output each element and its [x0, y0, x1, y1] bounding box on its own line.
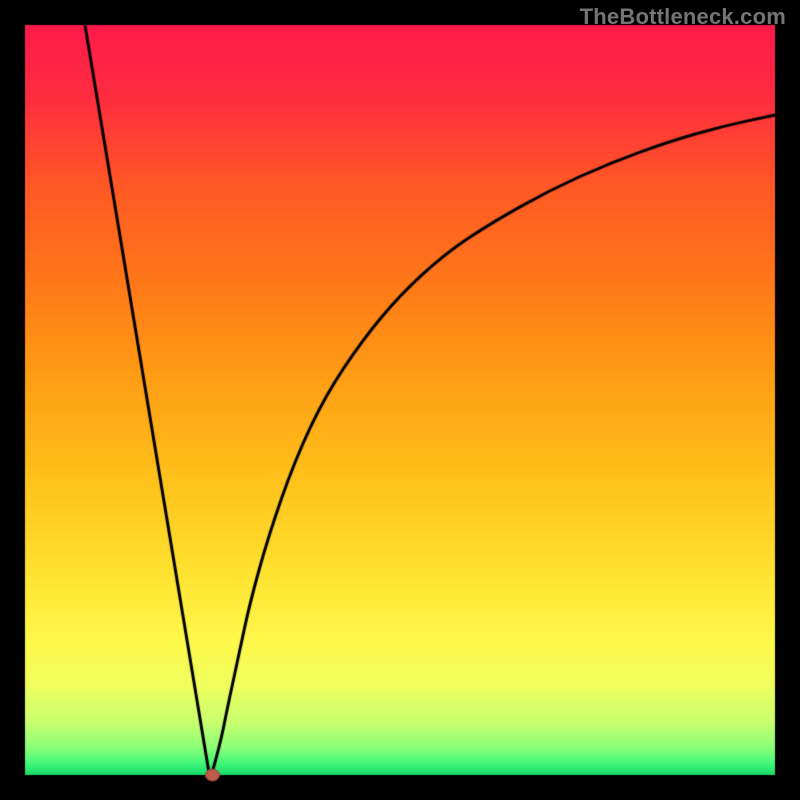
bottleneck-chart — [0, 0, 800, 800]
watermark-text: TheBottleneck.com — [580, 4, 786, 30]
